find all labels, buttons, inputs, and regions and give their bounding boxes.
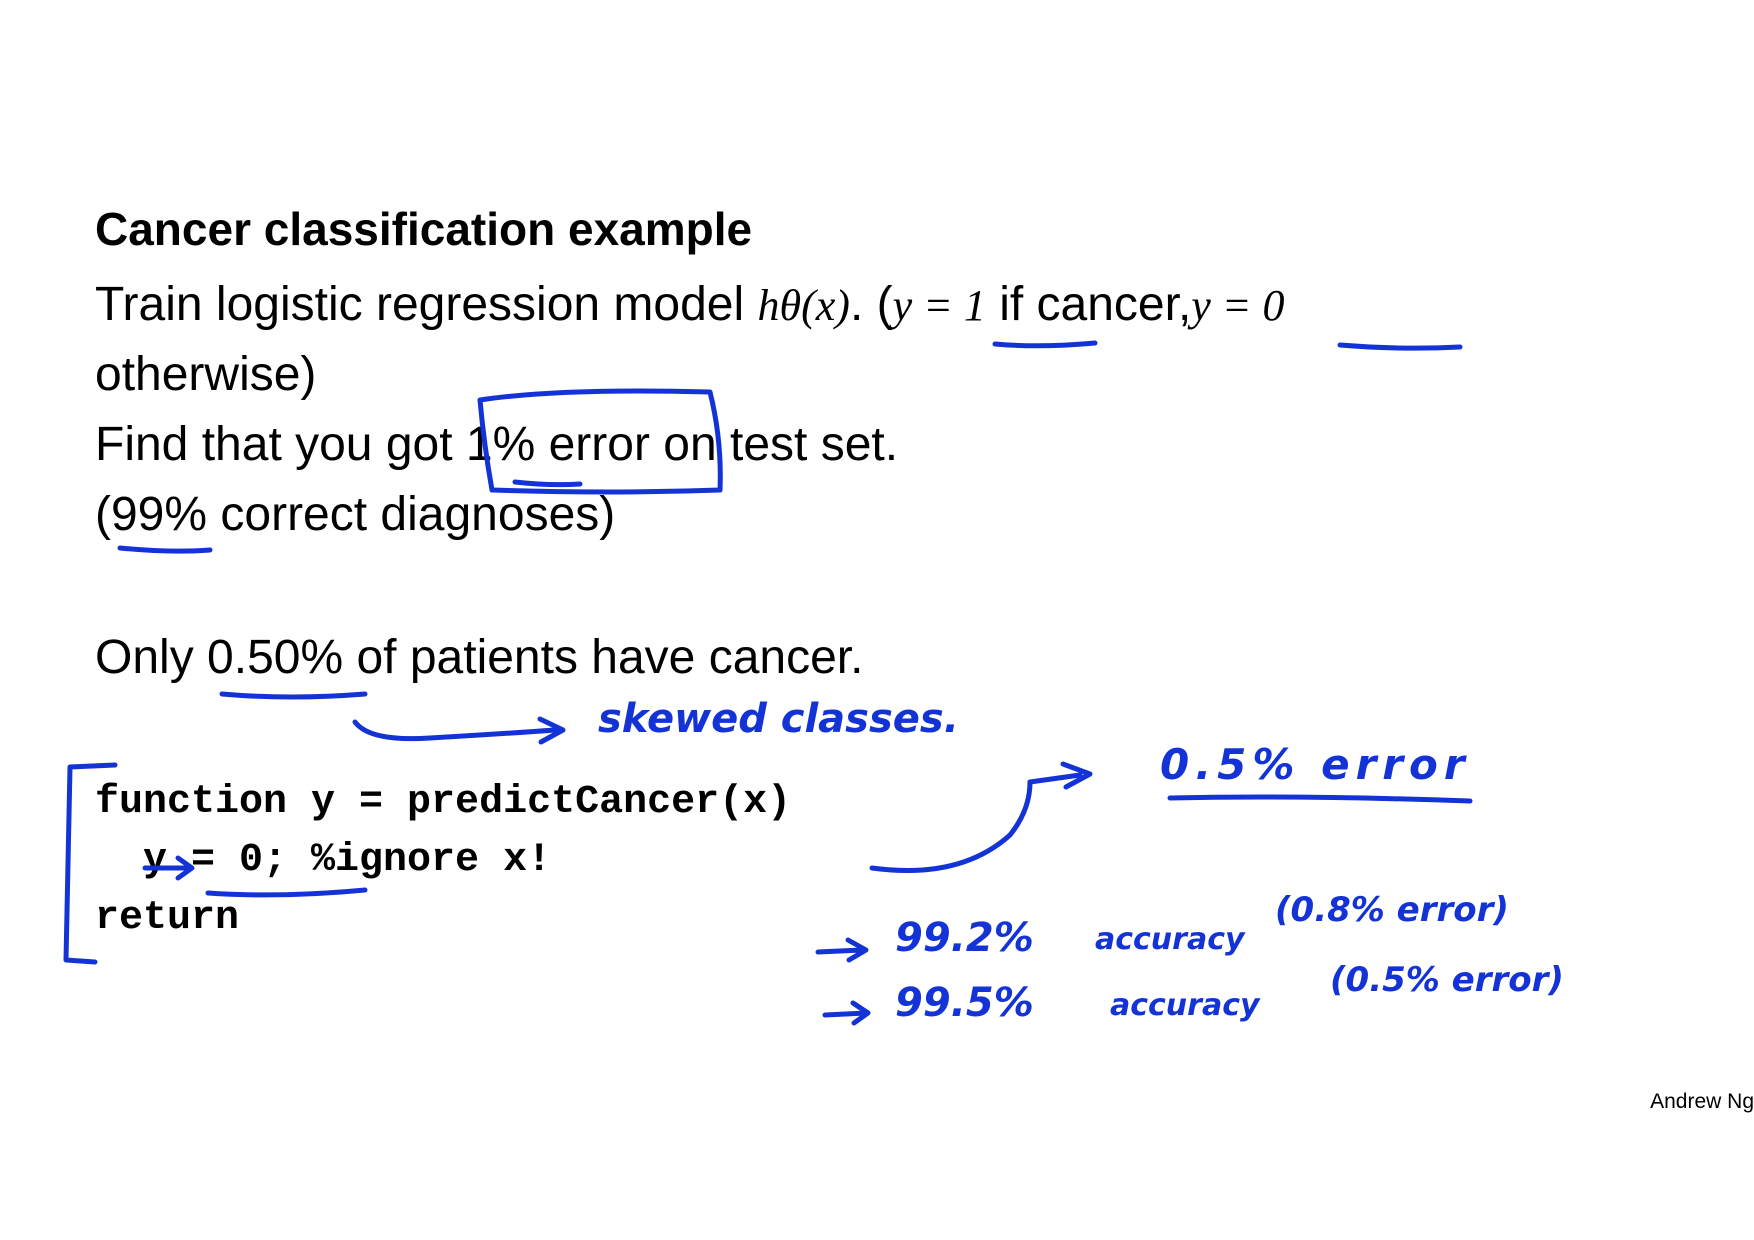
code-inner-arrow-icon: [142, 855, 195, 881]
underline-y-equals-1: [992, 340, 1098, 349]
note-acc2-word: accuracy: [1110, 988, 1260, 1023]
code-bracket: [63, 762, 118, 965]
note-skewed-classes: skewed classes.: [598, 696, 959, 742]
note-acc2-value: 99.5%: [895, 980, 1034, 1026]
text-line-2: otherwise): [95, 348, 317, 401]
code-line-3: return: [95, 896, 240, 941]
arrow-acc1-icon: [815, 937, 869, 963]
note-acc2-error: (0.5% error): [1330, 960, 1564, 1000]
skewed-arrow-curve: [352, 719, 558, 742]
underline-y-equals-0-code: [205, 887, 368, 898]
line1-paren: . (: [849, 278, 893, 331]
note-acc1-word: accuracy: [1095, 922, 1245, 957]
text-line-1: Train logistic regression model hθ(x). (…: [95, 277, 1285, 332]
author-footer: Andrew Ng: [1650, 1090, 1754, 1113]
text-line-4: (99% correct diagnoses): [95, 488, 616, 541]
code-line-2: y = 0; %ignore x!: [95, 838, 552, 883]
arrow-acc2-icon: [822, 1000, 871, 1026]
underline-0-50-percent: [219, 691, 368, 700]
slide-title: Cancer classification example: [95, 203, 753, 255]
code-line-1: function y = predictCancer(x): [95, 780, 792, 825]
error-arrow-head-icon: [1060, 761, 1093, 790]
box-1-percent-error: [477, 388, 723, 495]
note-error: 0.5% error: [1160, 740, 1471, 789]
underline-99-percent: [117, 545, 213, 554]
y-equals-1: y = 1: [892, 281, 986, 330]
text-line-3: Find that you got 1% error on test set.: [95, 418, 899, 471]
note-acc1-error: (0.8% error): [1275, 890, 1509, 930]
underline-1-percent: [512, 479, 583, 488]
note-acc1-value: 99.2%: [895, 915, 1034, 961]
underline-error-note: [1167, 794, 1473, 804]
text-line-5: Only 0.50% of patients have cancer.: [95, 631, 864, 684]
line1-mid: if cancer,: [999, 278, 1192, 331]
skewed-arrow-head-icon: [537, 716, 566, 745]
underline-y-equals-0: [1337, 342, 1463, 351]
y-equals-0: y = 0: [1191, 281, 1285, 330]
line1-text: Train logistic regression model: [95, 278, 745, 331]
error-arrow-curve: [869, 772, 1083, 874]
hypothesis-math: hθ(x): [757, 281, 850, 330]
